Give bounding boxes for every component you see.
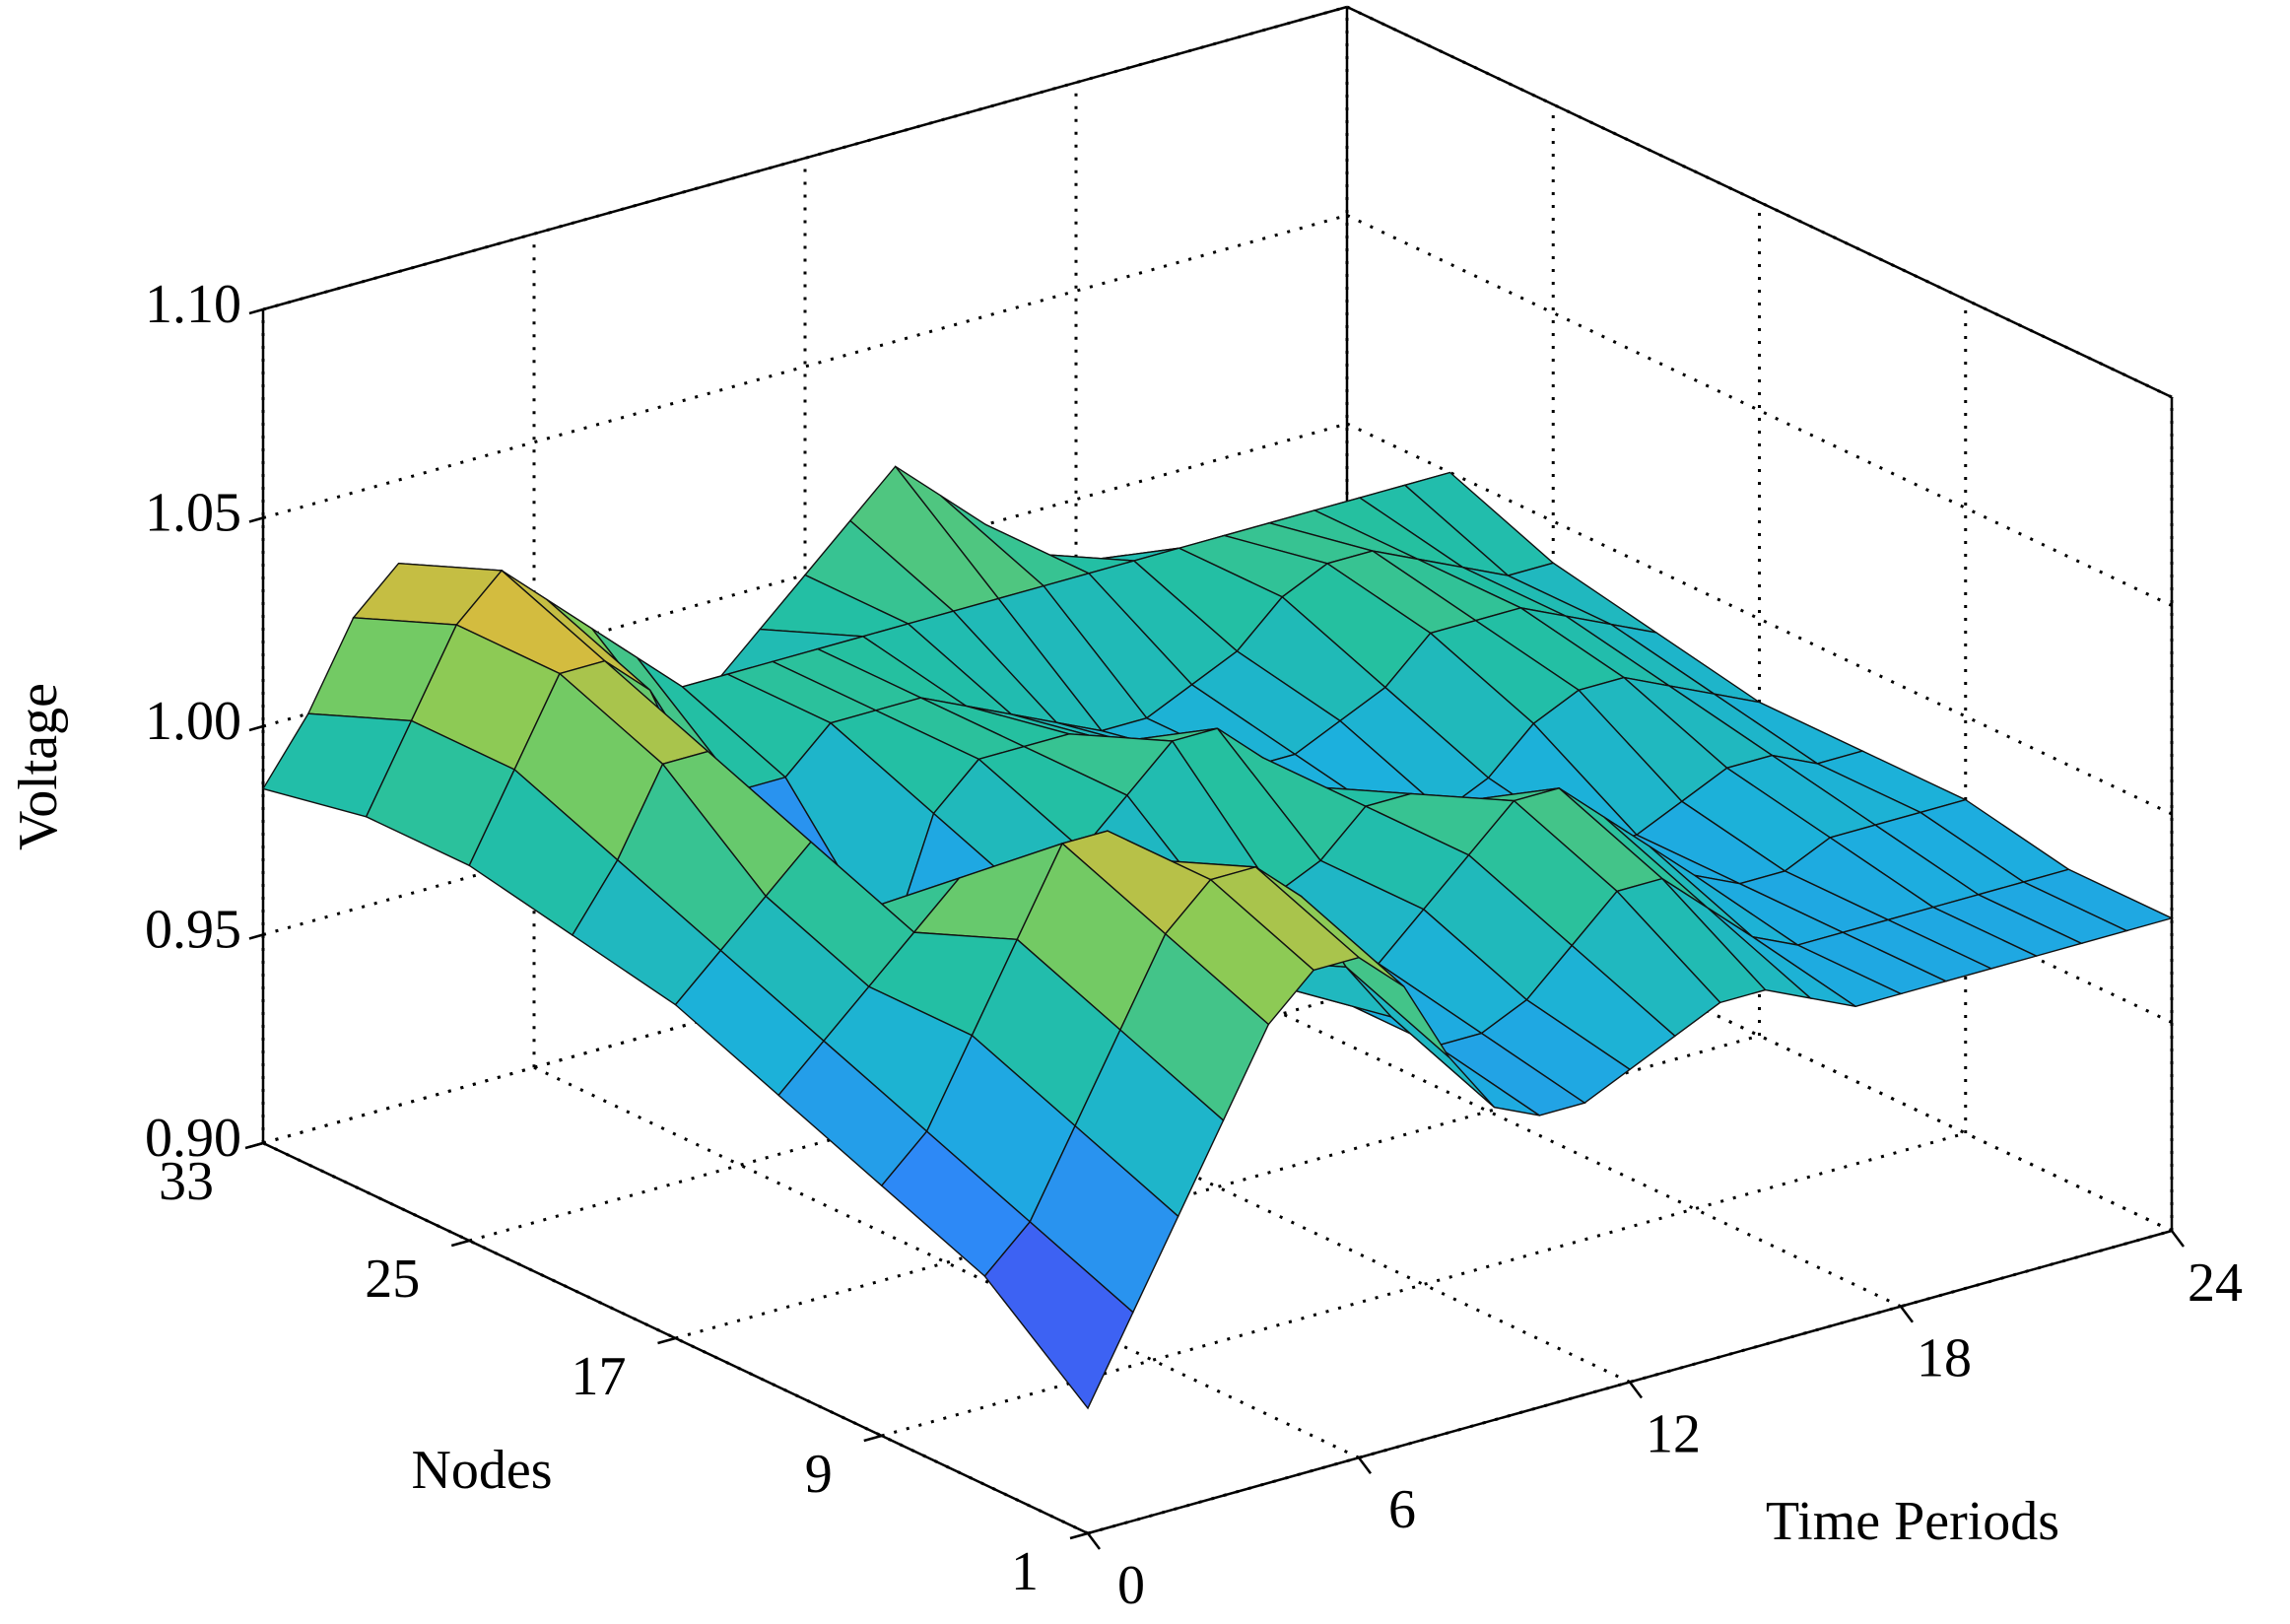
tick-mark xyxy=(450,1239,470,1248)
tick-mark xyxy=(1629,1381,1643,1399)
x-tick-label: 18 xyxy=(1917,1328,1972,1389)
tick-mark xyxy=(1900,1306,1914,1323)
tick-mark xyxy=(248,724,264,732)
tick-mark xyxy=(244,1141,264,1150)
grid-line xyxy=(881,1131,1967,1438)
tick-mark xyxy=(863,1434,883,1443)
tick-mark xyxy=(1087,1532,1101,1550)
z-tick-label: 0.90 xyxy=(145,1108,241,1169)
y-tick-label: 9 xyxy=(805,1444,833,1505)
axis-line xyxy=(262,5,1348,311)
x-tick-label: 6 xyxy=(1388,1479,1416,1540)
y-axis-label: Nodes xyxy=(411,1440,552,1501)
z-tick-label: 0.95 xyxy=(145,899,241,960)
y-tick-label: 17 xyxy=(572,1346,627,1407)
z-axis-label: Voltage xyxy=(8,683,69,850)
z-tick-label: 1.05 xyxy=(145,482,241,543)
tick-mark xyxy=(1069,1531,1089,1540)
tick-mark xyxy=(657,1336,676,1345)
tick-mark xyxy=(248,933,264,940)
y-tick-label: 33 xyxy=(159,1151,214,1212)
grid-line xyxy=(262,214,1348,519)
axis-line xyxy=(1346,5,2173,399)
x-tick-label: 24 xyxy=(2188,1252,2243,1314)
tick-mark xyxy=(248,516,264,523)
x-tick-label: 0 xyxy=(1117,1555,1145,1616)
x-axis-label: Time Periods xyxy=(1766,1491,2059,1552)
tick-mark xyxy=(2171,1230,2185,1248)
y-tick-label: 1 xyxy=(1011,1541,1039,1602)
z-tick-label: 1.10 xyxy=(145,274,241,335)
z-tick-label: 1.00 xyxy=(145,691,241,752)
surface-cell xyxy=(983,1220,1134,1410)
tick-mark xyxy=(1358,1456,1372,1474)
y-tick-label: 25 xyxy=(365,1249,420,1310)
tick-mark xyxy=(248,307,264,315)
x-tick-label: 12 xyxy=(1646,1403,1701,1464)
grid-line xyxy=(262,422,1348,728)
